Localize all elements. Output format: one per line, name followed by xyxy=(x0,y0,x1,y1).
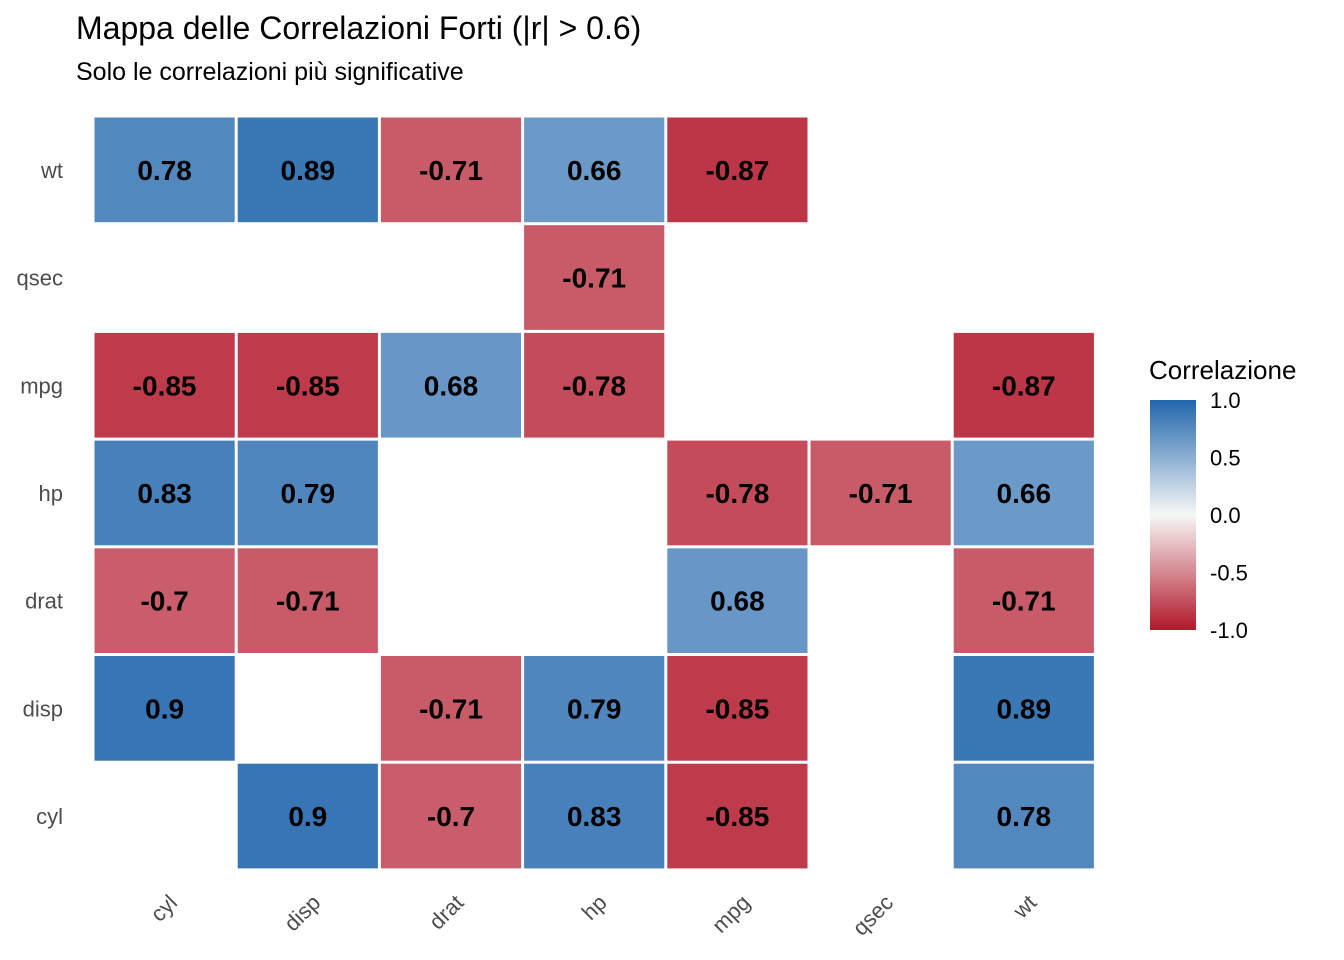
heatmap-cell xyxy=(953,440,1094,546)
x-tick-label: qsec xyxy=(848,890,899,941)
heatmap-cell xyxy=(94,332,235,438)
legend-colorbar xyxy=(1150,400,1196,630)
heatmap-cell xyxy=(94,440,235,546)
heatmap-cell xyxy=(380,763,522,869)
cell-value-label: 0.79 xyxy=(567,693,622,724)
heatmap-cell xyxy=(953,763,1094,869)
legend-tick-label: -0.5 xyxy=(1210,561,1248,586)
cell-value-label: 0.79 xyxy=(281,478,336,509)
cell-value-label: -0.78 xyxy=(562,370,626,401)
chart-title: Mappa delle Correlazioni Forti (|r| > 0.… xyxy=(76,10,642,46)
cell-value-label: -0.85 xyxy=(276,370,340,401)
heatmap-cell xyxy=(380,117,522,223)
heatmap-cell xyxy=(237,548,378,653)
heatmap-cell xyxy=(524,225,665,330)
cell-value-label: -0.87 xyxy=(992,370,1056,401)
cell-value-label: -0.85 xyxy=(705,801,769,832)
cell-value-label: -0.7 xyxy=(140,586,188,617)
cell-value-label: -0.71 xyxy=(419,155,483,186)
heatmap-cell xyxy=(810,440,951,546)
legend-tick-label: 0.0 xyxy=(1210,503,1241,528)
cell-value-label: -0.85 xyxy=(133,370,197,401)
heatmap-cell xyxy=(524,117,665,223)
cell-value-label: -0.7 xyxy=(427,801,475,832)
x-tick-label: disp xyxy=(279,890,325,936)
heatmap-cell xyxy=(667,548,808,653)
x-tick-label: cyl xyxy=(145,890,182,927)
cell-value-label: -0.78 xyxy=(705,478,769,509)
heatmap-cell xyxy=(94,548,235,653)
heatmap-cell xyxy=(94,117,235,223)
heatmap-cell xyxy=(237,763,378,869)
cell-value-label: -0.71 xyxy=(562,263,626,294)
cell-value-label: -0.71 xyxy=(276,586,340,617)
heatmap-cell xyxy=(524,656,665,761)
x-tick-label: hp xyxy=(577,890,612,925)
cell-value-label: 0.68 xyxy=(424,370,479,401)
y-tick-label: mpg xyxy=(20,373,63,398)
cell-value-label: 0.66 xyxy=(567,155,622,186)
heatmap-cell xyxy=(94,656,235,761)
heatmap-cell xyxy=(667,117,808,223)
y-tick-label: wt xyxy=(40,158,63,183)
heatmap-cell xyxy=(237,332,378,438)
y-tick-label: disp xyxy=(23,696,63,721)
x-tick-label: mpg xyxy=(707,890,755,938)
y-tick-label: hp xyxy=(39,481,63,506)
legend-tick-label: 1.0 xyxy=(1210,388,1241,413)
cell-value-label: 0.68 xyxy=(710,586,765,617)
heatmap-cell xyxy=(953,332,1094,438)
chart-subtitle: Solo le correlazioni più significative xyxy=(76,58,464,86)
cell-value-label: 0.89 xyxy=(281,155,336,186)
x-tick-label: drat xyxy=(424,890,468,934)
heatmap-cell xyxy=(667,656,808,761)
cell-value-label: 0.78 xyxy=(137,155,192,186)
heatmap-cell xyxy=(237,440,378,546)
cell-value-label: -0.85 xyxy=(705,693,769,724)
heatmap-cell xyxy=(667,763,808,869)
cell-value-label: 0.9 xyxy=(288,801,327,832)
cell-value-label: 0.89 xyxy=(997,693,1052,724)
legend-title: Correlazione xyxy=(1149,355,1297,385)
heatmap-cell xyxy=(380,656,522,761)
cell-value-label: 0.83 xyxy=(567,801,622,832)
heatmap-cell xyxy=(953,548,1094,653)
heatmap-cell xyxy=(667,440,808,546)
y-tick-label: qsec xyxy=(17,266,63,291)
cell-value-label: -0.71 xyxy=(992,586,1056,617)
heatmap-cell xyxy=(953,656,1094,761)
cell-value-label: 0.66 xyxy=(997,478,1052,509)
cell-value-label: -0.71 xyxy=(849,478,913,509)
cell-value-label: 0.78 xyxy=(997,801,1052,832)
y-tick-label: cyl xyxy=(36,804,63,829)
y-tick-label: drat xyxy=(25,589,63,614)
cell-value-label: -0.87 xyxy=(705,155,769,186)
cell-value-label: 0.83 xyxy=(137,478,192,509)
heatmap-cell xyxy=(524,763,665,869)
x-tick-label: wt xyxy=(1007,890,1041,924)
legend-tick-label: -1.0 xyxy=(1210,618,1248,643)
heatmap-cell xyxy=(380,332,522,438)
cell-value-label: 0.9 xyxy=(145,693,184,724)
heatmap-cell xyxy=(237,117,378,223)
cell-value-label: -0.71 xyxy=(419,693,483,724)
heatmap-cell xyxy=(524,332,665,438)
legend-tick-label: 0.5 xyxy=(1210,446,1241,471)
